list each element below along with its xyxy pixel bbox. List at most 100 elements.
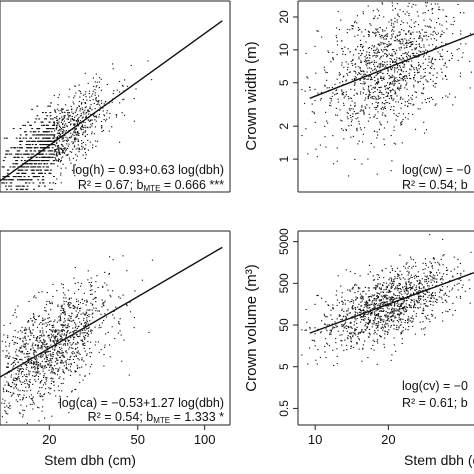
data-point [126,85,128,87]
data-point [43,358,46,360]
data-point [48,320,51,322]
data-point [95,297,97,299]
data-point [365,41,367,43]
data-point [380,71,382,73]
data-point [94,108,96,110]
data-point [27,357,30,359]
data-point [458,282,460,284]
data-point [60,359,62,361]
data-point [78,116,80,118]
data-point [391,296,393,298]
data-point [9,179,12,181]
data-point [61,148,63,150]
data-point [58,332,60,334]
data-point [408,326,410,328]
data-point [96,100,98,102]
data-point [390,77,392,79]
data-point [387,68,389,70]
data-point [424,298,426,300]
data-point [399,284,401,286]
data-point [50,336,52,338]
data-point [60,335,63,337]
data-point [381,63,383,65]
data-point [401,120,403,122]
data-point [402,306,404,308]
data-point [48,153,51,155]
data-point [40,153,43,155]
data-point [398,58,400,60]
data-point [419,108,421,110]
data-point [62,287,64,289]
data-point [39,140,42,142]
data-point [97,287,99,289]
data-point [429,261,431,263]
data-point [88,309,90,311]
data-point [439,272,441,274]
data-point [46,358,48,360]
data-point [60,159,62,161]
data-point [365,107,367,109]
data-point [51,377,53,379]
data-point [321,320,323,322]
data-point [412,286,414,288]
data-point [385,314,387,316]
data-point [30,160,33,162]
data-point [82,94,85,96]
data-point [59,376,61,378]
data-point [346,116,348,118]
data-point [73,277,75,279]
data-point [77,118,79,120]
data-point [20,373,22,375]
data-point [85,324,87,326]
data-point [404,307,406,309]
data-point [425,102,427,104]
data-point [86,126,88,128]
data-point [361,75,363,77]
data-point [350,341,352,343]
data-point [45,331,47,333]
data-point [78,352,80,354]
data-point [25,364,27,366]
data-point [37,315,40,317]
data-point [379,36,381,38]
data-point [84,135,86,137]
panel-height-vs-dbh: log(h) = 0.93+0.63 log(dbh) R² = 0.67; b… [0,0,231,193]
data-point [433,48,435,50]
data-point [343,327,345,329]
data-point [33,364,35,366]
data-point [378,31,380,33]
data-point [383,337,386,339]
data-point [351,327,353,329]
data-point [46,300,48,302]
data-point [347,28,349,30]
data-point [431,9,433,11]
data-point [402,287,404,289]
data-point [336,40,338,42]
data-point [9,343,11,345]
data-point [352,135,355,137]
data-point [372,92,374,94]
data-point [59,338,61,340]
data-point [324,351,326,353]
data-point [54,319,56,321]
data-point [369,319,371,321]
data-point [372,279,375,281]
data-point [329,104,331,106]
data-point [57,333,59,335]
data-point [442,273,445,275]
data-point [52,144,55,146]
data-point [87,139,89,141]
data-point [350,337,352,339]
data-point [347,48,349,50]
data-point [65,341,67,343]
data-point [383,282,385,284]
data-point [452,302,454,304]
data-point [354,317,356,319]
data-point [331,86,333,88]
data-point [83,347,85,349]
data-point [3,137,6,139]
data-point [74,139,76,141]
data-point [417,72,419,74]
data-point [46,137,49,139]
data-point [408,74,410,76]
